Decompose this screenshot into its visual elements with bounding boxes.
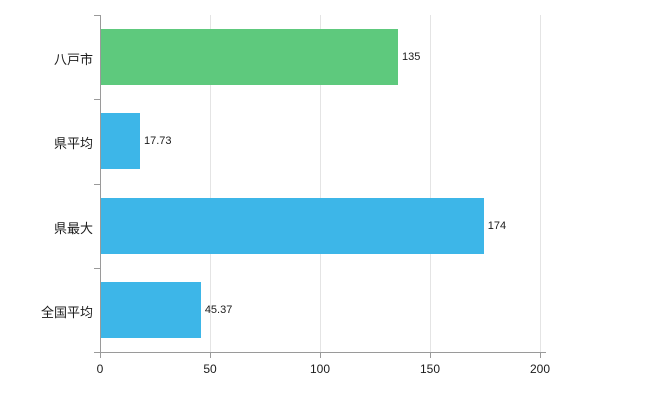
bar-県平均	[101, 113, 140, 170]
gridline	[320, 15, 321, 352]
bar-value-label: 135	[402, 51, 421, 64]
x-tick-label: 100	[309, 362, 331, 376]
gridline	[210, 15, 211, 352]
bar-県最大	[101, 197, 484, 254]
bar-value-label: 45.37	[204, 303, 233, 316]
y-axis-tick	[94, 352, 100, 353]
bar-value-label: 17.73	[144, 135, 172, 148]
bar-全国平均	[101, 281, 201, 338]
y-axis-tick	[94, 15, 100, 16]
x-axis-tick	[430, 352, 431, 358]
x-tick-label: 150	[419, 362, 441, 376]
category-label: 全国平均	[40, 304, 93, 320]
y-axis-line	[100, 15, 101, 352]
bar-value-label: 174	[487, 219, 507, 232]
x-tick-label: 0	[96, 362, 104, 376]
gridline	[540, 15, 541, 352]
category-label: 県平均	[53, 136, 93, 152]
y-axis-tick	[94, 184, 100, 185]
y-axis-tick	[94, 99, 100, 100]
gridline	[430, 15, 431, 352]
x-axis-line	[100, 352, 546, 353]
x-tick-label: 50	[203, 362, 217, 376]
x-tick-label: 200	[529, 362, 551, 376]
y-axis-tick	[94, 268, 100, 269]
x-axis-tick	[210, 352, 211, 358]
x-axis-tick	[540, 352, 541, 358]
x-axis-tick	[100, 352, 101, 358]
category-label: 県最大	[53, 220, 93, 236]
bar-八戸市	[101, 29, 398, 86]
plot-area: 135 17.73 174 45.37	[100, 15, 546, 353]
x-axis-tick	[320, 352, 321, 358]
category-label: 八戸市	[53, 52, 93, 68]
